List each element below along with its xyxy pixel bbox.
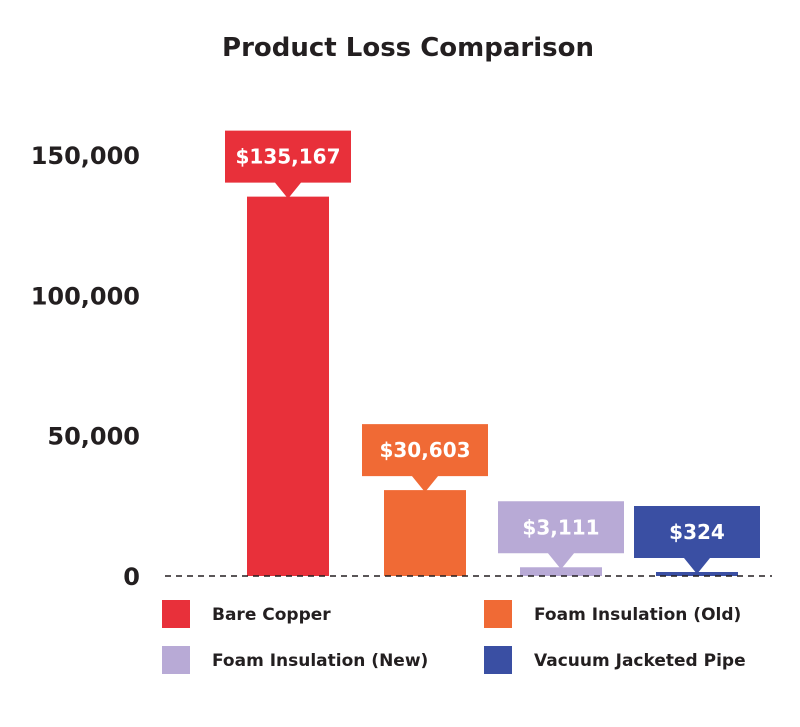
data-label-3: $3,111 [522,515,599,539]
legend-swatch-2 [484,600,512,628]
data-label-1: $135,167 [235,145,340,169]
bar-2 [384,490,466,576]
bar-1 [247,196,329,576]
data-labels: $135,167 $30,603 $3,111 $324 [225,130,760,574]
y-tick-label: 50,000 [47,423,140,451]
legend-swatch-1 [162,600,190,628]
data-label-2: $30,603 [379,438,470,462]
callout-box-4 [634,506,760,574]
y-tick-label: 150,000 [31,142,140,170]
y-tick-label: 100,000 [31,282,140,310]
y-tick-label: 0 [123,563,140,591]
legend-label-2: Foam Insulation (Old) [534,605,741,625]
data-label-4: $324 [669,520,725,544]
bars [247,196,738,576]
bar-3 [520,567,602,576]
callout-box-3 [498,501,624,570]
callout-box-2 [362,424,488,493]
legend-label-3: Foam Insulation (New) [212,651,428,671]
legend: Bare Copper Foam Insulation (Old) Foam Ins… [162,600,746,674]
legend-label-4: Vacuum Jacketed Pipe [534,651,746,671]
callout-box-1 [225,130,351,199]
legend-swatch-4 [484,646,512,674]
y-axis: 0 50,000 100,000 150,000 [31,142,140,591]
legend-label-1: Bare Copper [212,605,331,625]
legend-swatch-3 [162,646,190,674]
chart-title: Product Loss Comparison [222,33,594,63]
